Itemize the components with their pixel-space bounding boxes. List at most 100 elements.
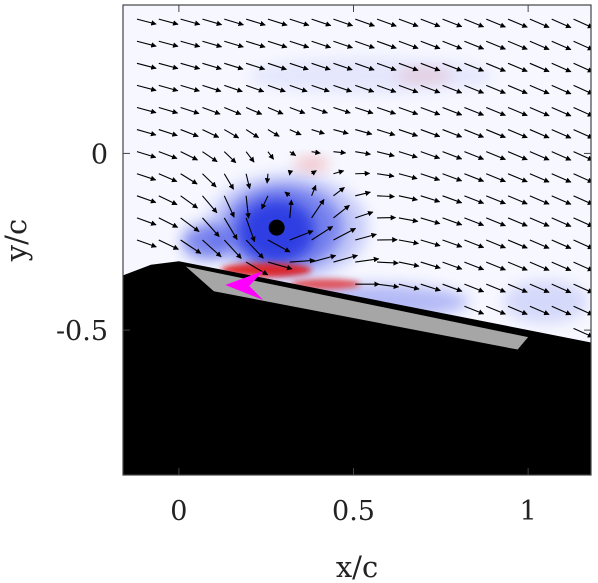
velocity-vector-6 — [267, 18, 288, 27]
velocity-vector-259 — [507, 305, 528, 315]
velocity-vector-29 — [311, 40, 332, 49]
velocity-vector-9 — [333, 18, 354, 27]
velocity-vector-65 — [180, 84, 200, 93]
velocity-vector-173 — [245, 195, 251, 219]
velocity-vector-255 — [551, 283, 572, 294]
vorticity-blob-5 — [503, 280, 588, 324]
velocity-vector-136 — [355, 150, 372, 157]
velocity-vector-64 — [158, 84, 179, 93]
velocity-vector-7 — [289, 18, 310, 27]
velocity-vector-120 — [464, 129, 485, 138]
velocity-vector-196 — [311, 198, 325, 219]
velocity-vector-86 — [180, 106, 200, 115]
velocity-vector-84 — [136, 106, 157, 115]
velocity-vector-62 — [573, 62, 591, 73]
velocity-vector-140 — [442, 151, 463, 160]
velocity-vector-251 — [464, 283, 485, 293]
velocity-vector-215 — [267, 239, 291, 253]
velocity-vector-239 — [442, 261, 463, 270]
velocity-vector-153 — [264, 173, 271, 184]
velocity-vector-72 — [333, 84, 353, 93]
velocity-vector-201 — [420, 217, 441, 225]
velocity-vector-124 — [551, 129, 572, 139]
velocity-vector-2 — [180, 18, 201, 26]
velocity-vector-184 — [486, 195, 506, 205]
velocity-vector-118 — [420, 129, 441, 138]
velocity-vector-22 — [158, 40, 179, 48]
velocity-vector-247 — [377, 283, 400, 290]
velocity-vector-209 — [136, 239, 157, 248]
y-tick-label: 0 — [91, 139, 108, 170]
vorticity-blob-10 — [395, 68, 452, 83]
velocity-vector-189 — [136, 217, 157, 226]
velocity-vector-79 — [486, 84, 506, 94]
x-tick-label: 0 — [170, 496, 187, 527]
velocity-vector-191 — [180, 217, 200, 232]
velocity-vector-31 — [355, 40, 375, 49]
velocity-vector-166 — [551, 173, 572, 183]
velocity-vector-190 — [158, 217, 179, 228]
y-axis-ticks: 0 -0.5 — [56, 139, 591, 347]
velocity-vector-180 — [398, 195, 418, 202]
velocity-vector-41 — [573, 40, 591, 51]
velocity-vector-150 — [202, 173, 217, 188]
velocity-vector-139 — [420, 151, 441, 160]
velocity-vector-177 — [333, 187, 345, 197]
velocity-vector-155 — [310, 170, 317, 176]
velocity-vector-82 — [551, 84, 572, 95]
velocity-vector-50 — [311, 62, 331, 71]
velocity-vector-17 — [507, 18, 528, 28]
velocity-vector-216 — [289, 230, 314, 241]
velocity-vector-162 — [464, 173, 485, 183]
velocity-vector-121 — [486, 129, 506, 139]
velocity-vector-93 — [333, 106, 351, 115]
velocity-vector-103 — [551, 106, 572, 117]
velocity-vector-88 — [224, 106, 242, 115]
velocity-vector-127 — [158, 151, 178, 160]
velocity-vector-46 — [224, 62, 244, 71]
velocity-vector-152 — [245, 173, 252, 190]
velocity-vector-42 — [136, 62, 157, 70]
velocity-vector-116 — [376, 129, 396, 137]
x-tick-label: 1 — [520, 496, 537, 527]
velocity-vector-75 — [398, 84, 419, 94]
velocity-vector-34 — [420, 40, 441, 50]
x-tick-label: 0.5 — [332, 496, 375, 527]
velocity-vector-81 — [529, 84, 550, 95]
velocity-vector-33 — [398, 40, 419, 50]
velocity-vector-253 — [507, 283, 528, 293]
velocity-vector-107 — [180, 129, 199, 138]
velocity-vector-217 — [311, 225, 334, 241]
velocity-vectors — [136, 18, 591, 338]
velocity-vector-40 — [551, 40, 572, 51]
velocity-vector-145 — [551, 151, 572, 161]
velocity-vector-242 — [507, 261, 528, 271]
velocity-vector-226 — [507, 239, 528, 249]
vorticity-blob-6 — [248, 58, 494, 94]
magenta-arrow-marker — [225, 270, 264, 300]
velocity-vector-225 — [486, 239, 506, 249]
velocity-vector-144 — [529, 151, 550, 161]
velocity-vector-165 — [529, 173, 550, 183]
velocity-vector-76 — [420, 84, 441, 94]
velocity-vector-210 — [158, 239, 179, 250]
velocity-vector-15 — [464, 18, 485, 28]
velocity-vector-232 — [289, 257, 316, 264]
velocity-vector-113 — [311, 129, 325, 135]
velocity-vector-236 — [377, 260, 399, 266]
velocity-vector-67 — [224, 84, 243, 93]
velocity-vector-219 — [355, 232, 377, 241]
velocity-vector-160 — [420, 173, 441, 182]
velocity-vector-13 — [420, 18, 441, 28]
velocity-vector-195 — [288, 199, 294, 218]
velocity-vector-254 — [529, 283, 550, 293]
velocity-vector-77 — [442, 84, 463, 94]
velocity-vector-172 — [223, 195, 235, 218]
velocity-vector-30 — [333, 40, 354, 49]
velocity-vector-202 — [442, 217, 463, 226]
vortex-center-marker — [268, 219, 285, 236]
velocity-vector-175 — [284, 191, 291, 198]
velocity-vector-36 — [464, 40, 485, 50]
velocity-vector-115 — [355, 129, 373, 136]
